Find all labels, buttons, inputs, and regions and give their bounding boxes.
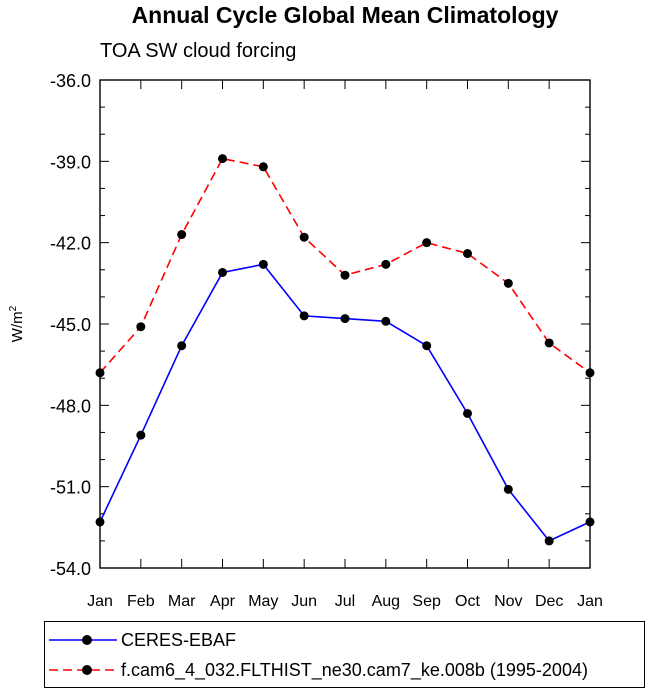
data-point-1: [340, 270, 350, 280]
line-chart: -36.0 -39.0 -42.0 -45.0 -48.0 -51.0 -54.0 Jan Fe…: [8, 71, 603, 610]
data-point-0: [95, 517, 105, 527]
data-point-1: [463, 249, 472, 259]
data-point-0: [136, 430, 146, 440]
legend-swatch-1: [49, 665, 117, 675]
data-point-1: [585, 368, 595, 378]
x-tick-label: Jun: [291, 593, 317, 610]
data-point-0: [585, 517, 595, 527]
legend-label-0: CERES-EBAF: [121, 630, 237, 650]
data-point-1: [422, 238, 432, 248]
chart-subtitle: TOA SW cloud forcing: [100, 40, 297, 62]
y-tick-label: -51.0: [50, 478, 91, 498]
data-point-1: [544, 338, 554, 348]
y-tick-label: -42.0: [50, 234, 91, 254]
data-point-1: [381, 259, 391, 269]
data-point-1: [258, 162, 268, 172]
x-tick-label: Dec: [535, 593, 563, 610]
series-line-1: [99, 157, 591, 374]
data-point-0: [463, 408, 472, 418]
x-tick-label: Oct: [455, 593, 480, 610]
data-point-1: [95, 368, 105, 378]
x-tick-label: Aug: [372, 593, 400, 610]
legend-entry-0: CERES-EBAF: [45, 625, 644, 655]
y-tick-label: -39.0: [50, 152, 91, 172]
data-point-0: [340, 314, 350, 324]
data-point-1: [218, 154, 227, 164]
chart-title: Annual Cycle Global Mean Climatology: [131, 2, 559, 28]
y-axis-label: W/m2: [8, 305, 26, 342]
axes: [99, 79, 591, 569]
data-point-1: [299, 232, 309, 242]
x-tick-label: Feb: [127, 593, 155, 610]
x-tick-label: Apr: [210, 593, 236, 610]
x-tick-label: Jan: [87, 593, 113, 610]
data-point-0: [177, 341, 187, 351]
legend: CERES-EBAF f.cam6_4_032.FLTHIST_ne30.cam…: [44, 621, 645, 688]
x-tick-label: Mar: [168, 593, 196, 610]
y-tick-label: -54.0: [50, 559, 91, 579]
x-tick-label: May: [248, 593, 278, 610]
plot-frame: [99, 79, 591, 569]
data-point-0: [258, 259, 268, 269]
y-tick-label: -45.0: [50, 315, 91, 335]
tick-labels: -36.0 -39.0 -42.0 -45.0 -48.0 -51.0 -54.0 Jan Fe…: [8, 71, 603, 610]
x-tick-label: Nov: [494, 593, 522, 610]
data-point-1: [136, 322, 146, 332]
series-lines: [95, 154, 595, 546]
data-point-0: [381, 316, 391, 326]
y-tick-label: -36.0: [50, 71, 91, 91]
x-tick-label: Jul: [335, 593, 355, 610]
x-tick-label: Jan: [577, 593, 603, 610]
series-line-0: [99, 263, 591, 542]
data-point-0: [544, 536, 554, 546]
data-point-0: [422, 341, 432, 351]
legend-entry-1: f.cam6_4_032.FLTHIST_ne30.cam7_ke.008b (…: [45, 655, 644, 685]
data-point-0: [218, 267, 227, 277]
data-point-1: [177, 230, 187, 240]
y-tick-label: -48.0: [50, 396, 91, 416]
data-point-1: [503, 278, 513, 288]
data-point-0: [503, 484, 513, 494]
x-tick-label: Sep: [412, 593, 441, 610]
legend-swatch-0: [49, 635, 117, 645]
data-point-0: [299, 311, 309, 321]
legend-label-1: f.cam6_4_032.FLTHIST_ne30.cam7_ke.008b (…: [121, 660, 588, 680]
